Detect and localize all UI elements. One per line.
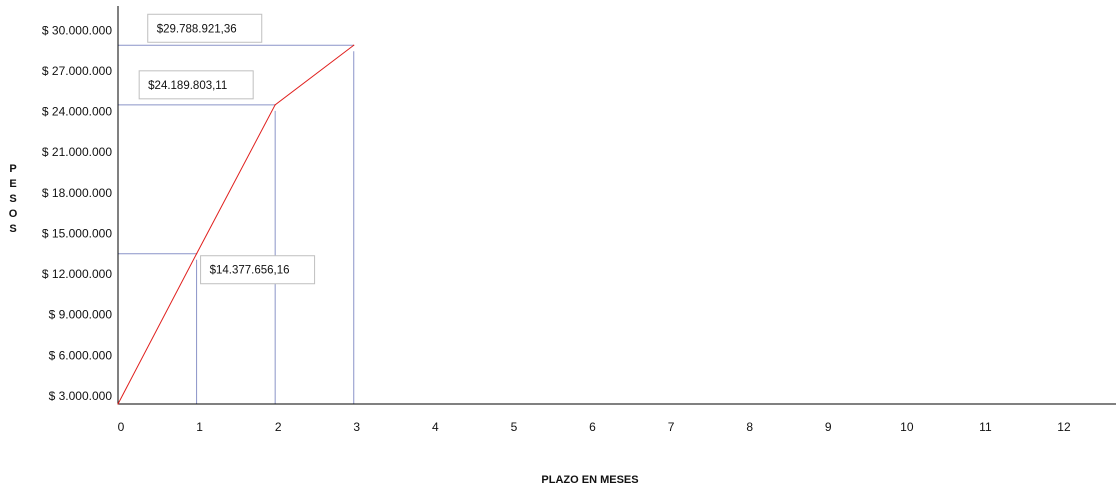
x-tick-label: 6 — [589, 420, 596, 434]
y-axis-title-letter: O — [9, 208, 18, 220]
data-point — [117, 403, 119, 405]
value-callout: $29.788.921,36 — [147, 13, 263, 43]
series-line — [117, 44, 355, 405]
callout-box — [147, 13, 263, 43]
x-tick-labels: 0 1 2 3 4 5 6 7 8 9 10 11 12 — [118, 420, 1071, 434]
y-tick-label: $ 12.000.000 — [42, 267, 112, 281]
x-axis-title: PLAZO EN MESES — [541, 474, 638, 486]
y-tick-labels: $ 3.000.000 $ 6.000.000 $ 9.000.000 $ 12.00… — [42, 23, 112, 403]
y-tick-label: $ 18.000.000 — [42, 186, 112, 200]
callout-box — [138, 70, 254, 100]
x-tick-label: 4 — [432, 420, 439, 434]
guide-lines — [118, 44, 355, 404]
y-tick-label: $ 27.000.000 — [42, 64, 112, 78]
x-tick-label: 3 — [353, 420, 360, 434]
y-axis-title-letter: S — [9, 193, 16, 205]
y-axis-title-letter: S — [9, 223, 16, 235]
y-tick-label: $ 21.000.000 — [42, 145, 112, 159]
x-tick-label: 9 — [825, 420, 832, 434]
x-tick-label: 10 — [900, 420, 914, 434]
callout-label: $24.189.803,11 — [148, 80, 227, 92]
y-tick-label: $ 30.000.000 — [42, 23, 112, 37]
y-axis-title-letter: P — [9, 163, 16, 175]
x-tick-label: 11 — [979, 420, 992, 434]
value-callouts: $14.377.656,16 $24.189.803,11 $29.788.921,… — [138, 13, 316, 285]
data-point — [195, 253, 198, 255]
callout-label: $29.788.921,36 — [157, 23, 237, 35]
x-tick-label: 1 — [196, 420, 203, 434]
y-axis-title-letter: E — [9, 178, 16, 190]
callout-label: $14.377.656,16 — [210, 265, 290, 277]
callout-box — [200, 255, 316, 285]
y-tick-label: $ 15.000.000 — [42, 226, 112, 240]
value-callout: $14.377.656,16 — [200, 255, 316, 285]
x-tick-label: 5 — [511, 420, 518, 434]
x-tick-label: 7 — [668, 420, 675, 434]
series-polyline — [117, 44, 355, 405]
axes — [117, 6, 1116, 405]
y-tick-label: $ 9.000.000 — [49, 308, 113, 322]
x-tick-label: 12 — [1057, 420, 1071, 434]
x-tick-label: 8 — [746, 420, 753, 434]
y-tick-label: $ 3.000.000 — [49, 389, 113, 403]
data-point — [353, 44, 355, 46]
value-callout: $24.189.803,11 — [138, 70, 254, 100]
x-tick-label: 0 — [118, 420, 125, 434]
y-tick-label: $ 24.000.000 — [42, 105, 112, 119]
x-tick-label: 2 — [275, 420, 282, 434]
data-point — [274, 104, 276, 106]
y-tick-label: $ 6.000.000 — [49, 348, 113, 362]
